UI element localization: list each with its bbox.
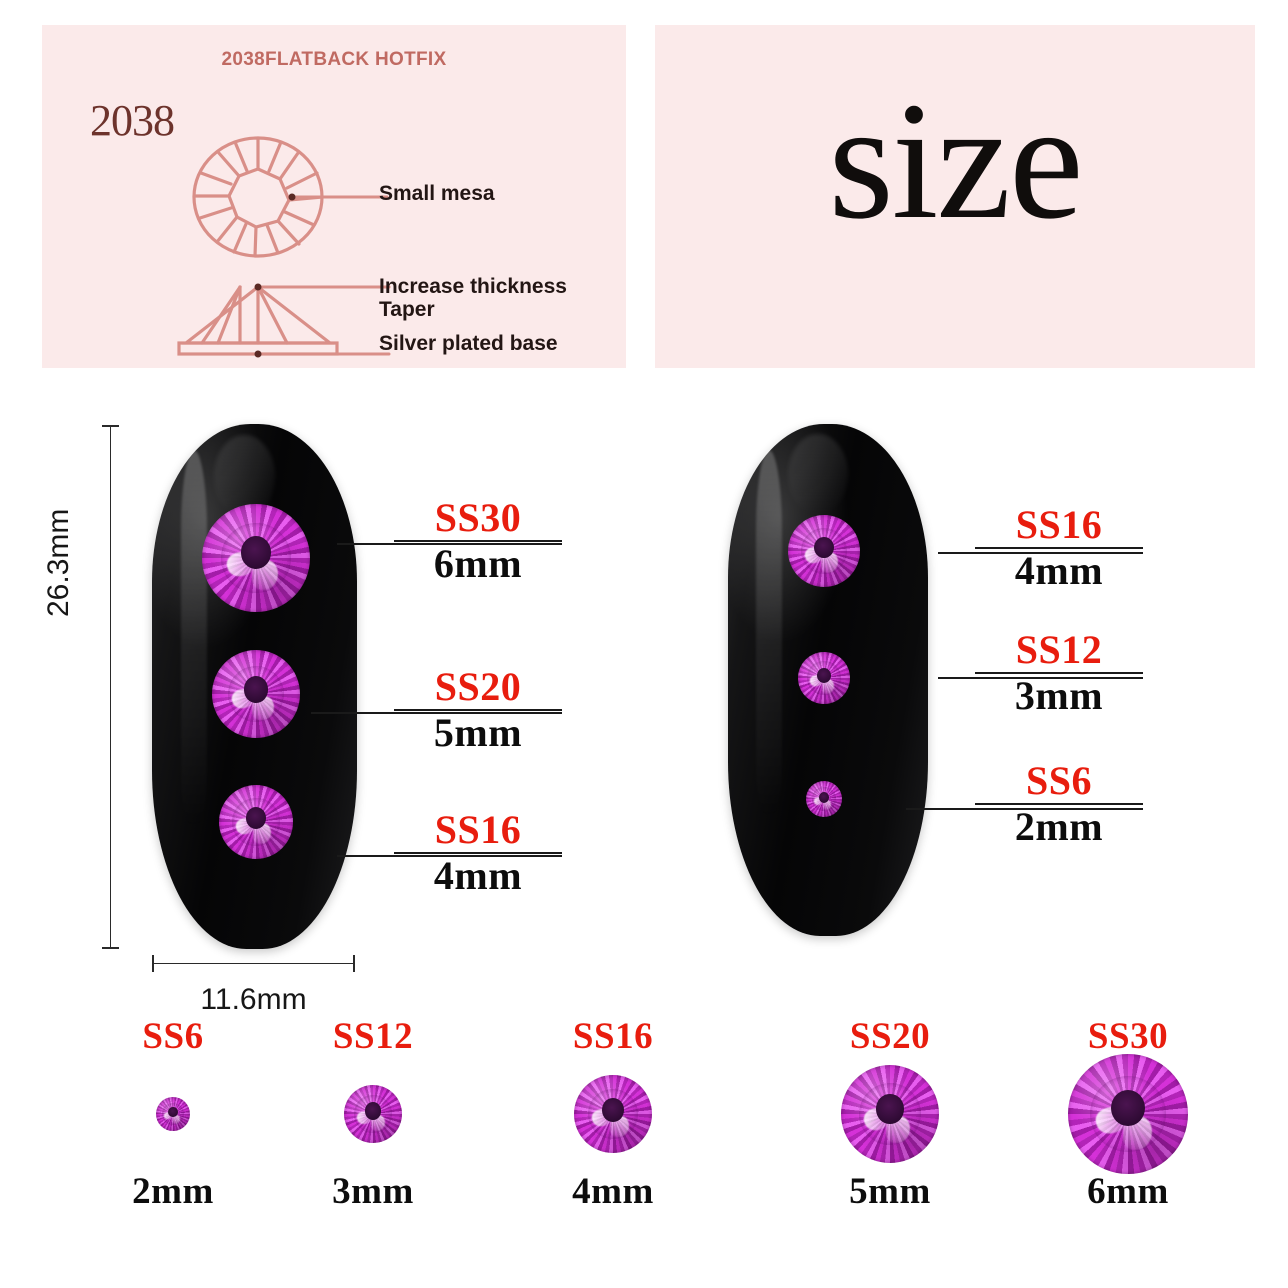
size-label-mm-value: 2mm — [1014, 803, 1104, 849]
dimension-cap-bottom — [102, 947, 119, 949]
product-code-2038: 2038 — [90, 96, 175, 145]
comparison-mm-value: 6mm — [1087, 1171, 1169, 1212]
gem-culet — [876, 1094, 904, 1124]
gem-sparkle-secondary — [822, 799, 832, 810]
size-label-ss20: SS20 5mm — [394, 664, 562, 755]
size-label-ss-code: SS30 — [434, 495, 522, 540]
size-label-ss6-right: SS6 2mm — [975, 758, 1143, 849]
leader-line-ss6-right — [906, 808, 1143, 810]
rhinestone-ss6 — [156, 1097, 190, 1131]
comparison-mm-value: 5mm — [849, 1171, 931, 1212]
nail-width-dimension-line — [152, 955, 355, 972]
panel-2038-diagram: 2038FLATBACK HOTFIX 2038 — [42, 25, 626, 368]
rhinestone-ss30 — [1068, 1054, 1188, 1174]
rhinestone-ss16 — [788, 515, 860, 587]
size-label-divider — [394, 539, 562, 542]
nail-height-value: 26.3mm — [42, 508, 75, 617]
size-label-mm-value: 6mm — [433, 540, 523, 586]
nail-swatch-right — [728, 424, 928, 936]
size-label-ss-code: SS6 — [1026, 758, 1092, 803]
size-heading-text: size — [828, 68, 1083, 254]
dimension-cap-top — [102, 425, 119, 427]
rhinestone-ss20 — [841, 1065, 939, 1163]
comparison-item-ss6: SS6 2mm — [88, 1018, 258, 1210]
size-label-ss16-right: SS16 4mm — [975, 502, 1143, 593]
comparison-mm-value: 3mm — [332, 1171, 414, 1212]
comparison-gem-slot — [288, 1055, 458, 1173]
gem-culet — [243, 676, 269, 703]
leader-line-ss16 — [337, 855, 562, 857]
gem-culet — [1111, 1090, 1145, 1126]
dimension-cap-right — [353, 955, 355, 972]
size-label-divider — [975, 671, 1143, 674]
callout-taper: Taper — [379, 298, 435, 321]
rhinestone-ss12 — [344, 1085, 402, 1143]
rhinestone-ss30 — [202, 504, 310, 612]
gem-culet — [602, 1098, 624, 1122]
gem-culet — [818, 791, 830, 803]
comparison-gem-slot — [528, 1055, 698, 1173]
dimension-cap-left — [152, 955, 154, 972]
gem-culet — [240, 536, 272, 569]
size-label-ss-code: SS16 — [1015, 502, 1103, 547]
rhinestone-ss16 — [219, 785, 293, 859]
size-comparison-row: SS6 2mm SS12 — [0, 1018, 1288, 1283]
comparison-ss-code: SS16 — [572, 1016, 654, 1057]
size-label-ss16: SS16 4mm — [394, 807, 562, 898]
flatback-technical-drawing — [177, 136, 391, 358]
rhinestone-ss6 — [806, 781, 842, 817]
leader-line-ss12-right — [938, 677, 1143, 679]
size-label-divider — [394, 708, 562, 711]
comparison-gem-slot — [805, 1055, 975, 1173]
gem-culet — [364, 1102, 382, 1120]
comparison-item-ss30: SS30 6mm — [1043, 1018, 1213, 1210]
gem-culet — [245, 807, 267, 830]
size-label-mm-value: 4mm — [1014, 547, 1104, 593]
rhinestone-ss12 — [798, 652, 850, 704]
size-label-ss-code: SS16 — [434, 807, 522, 852]
comparison-gem-slot — [88, 1055, 258, 1173]
size-label-mm-value: 4mm — [433, 852, 523, 898]
nail-height-dimension-line — [102, 425, 119, 949]
size-label-divider — [975, 802, 1143, 805]
comparison-gem-slot — [1043, 1054, 1213, 1174]
size-label-divider — [394, 851, 562, 854]
size-label-mm-value: 3mm — [1014, 672, 1104, 718]
size-label-ss30: SS30 6mm — [394, 495, 562, 586]
callout-increase-thickness: Increase thickness — [379, 275, 567, 298]
panel-title-2038: 2038FLATBACK HOTFIX — [221, 49, 447, 70]
comparison-item-ss12: SS12 3mm — [288, 1018, 458, 1210]
size-label-ss-code: SS12 — [1015, 627, 1103, 672]
size-label-divider — [975, 546, 1143, 549]
callout-small-mesa: Small mesa — [379, 182, 495, 205]
leader-line-ss30 — [337, 543, 562, 545]
nail-swatch-left — [152, 424, 357, 949]
rhinestone-ss16 — [574, 1075, 652, 1153]
comparison-mm-value: 4mm — [572, 1171, 654, 1212]
size-label-mm-value: 5mm — [433, 709, 523, 755]
comparison-ss-code: SS20 — [849, 1016, 931, 1057]
size-label-ss12-right: SS12 3mm — [975, 627, 1143, 718]
gem-culet — [813, 536, 835, 559]
comparison-item-ss16: SS16 4mm — [528, 1018, 698, 1210]
nail-width-value: 11.6mm — [200, 983, 307, 1016]
gem-sparkle-secondary — [171, 1114, 180, 1125]
comparison-item-ss20: SS20 5mm — [805, 1018, 975, 1210]
gem-culet — [168, 1107, 178, 1118]
callout-silver-plated-base: Silver plated base — [379, 332, 558, 355]
leader-line-ss20 — [311, 712, 562, 714]
panel-size-heading: size — [655, 25, 1255, 368]
leader-line-ss16-right — [938, 552, 1143, 554]
gem-culet — [816, 667, 832, 684]
comparison-ss-code: SS30 — [1087, 1016, 1169, 1057]
comparison-ss-code: SS6 — [142, 1016, 204, 1057]
rhinestone-ss20 — [212, 650, 300, 738]
comparison-mm-value: 2mm — [132, 1171, 214, 1212]
size-label-ss-code: SS20 — [434, 664, 522, 709]
comparison-ss-code: SS12 — [332, 1016, 414, 1057]
